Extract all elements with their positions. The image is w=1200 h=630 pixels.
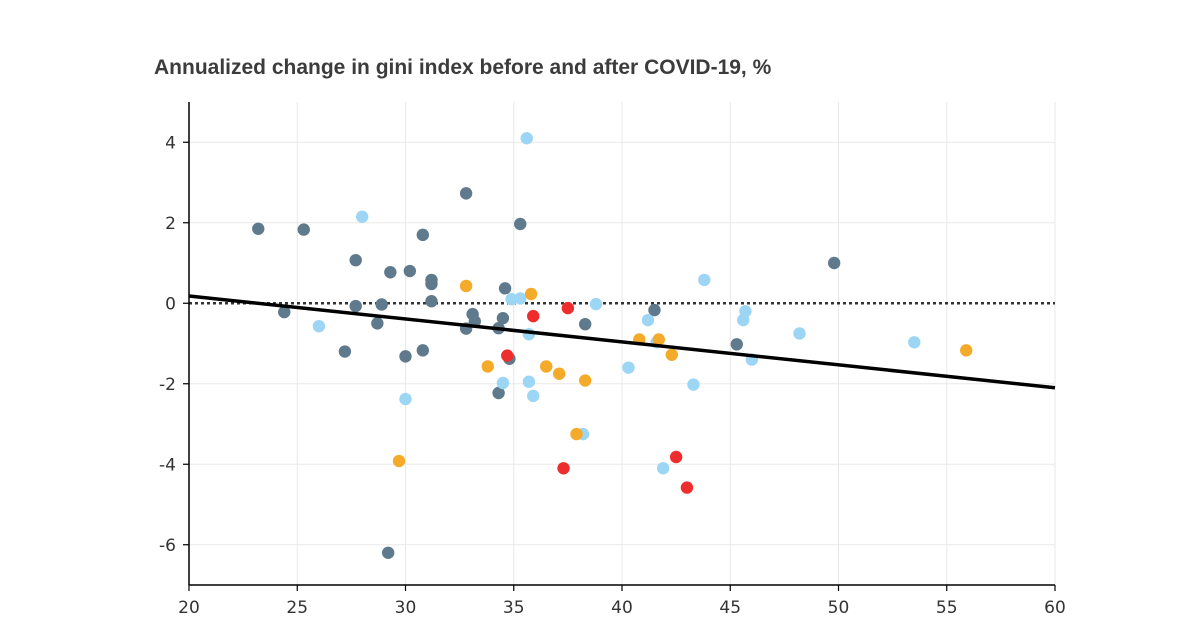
data-point-orange	[665, 348, 678, 361]
y-tick-label: 0	[165, 294, 176, 314]
data-point-dark-blue	[371, 317, 384, 330]
data-point-light-blue	[687, 378, 700, 391]
x-tick-label: 30	[395, 598, 417, 618]
y-tick-label: -4	[159, 455, 176, 475]
data-point-orange	[960, 344, 973, 357]
data-point-orange	[524, 287, 538, 301]
data-point-light-blue	[589, 297, 603, 311]
data-point-orange	[553, 367, 566, 380]
data-point-light-blue	[737, 313, 750, 327]
data-point-orange	[570, 427, 583, 441]
x-tick-label: 40	[611, 598, 633, 618]
data-point-orange	[652, 333, 666, 346]
data-point-orange	[481, 360, 494, 373]
data-point-dark-blue	[381, 546, 395, 559]
data-point-dark-blue	[403, 264, 417, 278]
data-point-dark-blue	[425, 295, 438, 308]
data-point-dark-blue	[278, 305, 291, 319]
data-point-red	[557, 462, 570, 475]
x-tick-label: 35	[503, 598, 525, 618]
data-point-orange	[459, 279, 473, 293]
y-tick-label: 2	[165, 214, 176, 234]
data-point-dark-blue	[297, 223, 310, 236]
data-point-light-blue	[522, 375, 536, 388]
data-point-orange	[392, 454, 406, 468]
x-tick-label: 45	[719, 598, 741, 618]
trend-line	[188, 294, 1056, 390]
x-tick-label: 20	[178, 598, 200, 618]
data-point-dark-blue	[375, 298, 388, 311]
data-point-dark-blue	[425, 277, 438, 291]
data-point-dark-blue	[498, 282, 512, 295]
data-point-orange	[540, 360, 553, 373]
data-point-red	[501, 349, 514, 362]
data-point-dark-blue	[514, 217, 527, 231]
points-layer	[252, 132, 973, 559]
data-point-dark-blue	[384, 266, 397, 279]
data-point-light-blue	[514, 292, 527, 305]
data-point-dark-blue	[578, 317, 592, 331]
data-point-dark-blue	[496, 311, 510, 325]
data-point-red	[669, 450, 683, 464]
data-point-dark-blue	[416, 228, 430, 242]
data-point-light-blue	[312, 319, 326, 333]
x-tick-label: 25	[286, 598, 308, 618]
data-point-dark-blue	[338, 345, 352, 358]
y-tick-label: 4	[165, 133, 176, 153]
data-point-light-blue	[622, 361, 635, 374]
data-point-light-blue	[520, 132, 533, 145]
data-point-red	[561, 301, 575, 315]
data-point-dark-blue	[252, 222, 265, 235]
data-point-light-blue	[793, 327, 806, 340]
data-point-dark-blue	[492, 386, 505, 400]
data-point-dark-blue	[730, 338, 743, 351]
data-point-dark-blue	[416, 344, 430, 357]
data-point-orange	[578, 374, 592, 387]
data-point-dark-blue	[349, 253, 362, 267]
data-point-dark-blue	[349, 299, 362, 313]
data-point-light-blue	[641, 313, 655, 327]
data-point-light-blue	[399, 392, 412, 406]
chart-title: Annualized change in gini index before a…	[154, 56, 772, 79]
x-tick-label: 55	[936, 598, 958, 618]
x-tick-label: 60	[1044, 598, 1066, 618]
x-tick-label: 50	[828, 598, 850, 618]
y-tick-label: -2	[159, 375, 176, 395]
data-point-light-blue	[698, 273, 711, 287]
data-point-dark-blue	[827, 256, 841, 270]
data-point-light-blue	[908, 336, 921, 349]
data-point-light-blue	[356, 210, 369, 223]
data-point-dark-blue	[399, 350, 412, 363]
data-point-red	[527, 309, 540, 323]
data-point-red	[680, 481, 694, 494]
y-tick-label: -6	[159, 536, 176, 556]
data-point-dark-blue	[459, 187, 473, 200]
data-point-light-blue	[656, 462, 670, 475]
data-point-light-blue	[527, 389, 540, 403]
data-point-light-blue	[496, 376, 510, 390]
data-point-dark-blue	[648, 303, 661, 317]
